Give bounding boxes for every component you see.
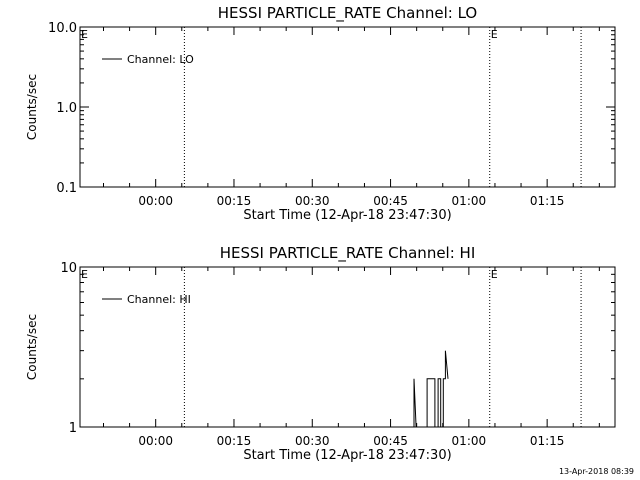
legend-label: Channel: LO xyxy=(127,53,194,66)
y-tick-label: 1 xyxy=(69,421,77,436)
y-axis-label: Counts/sec xyxy=(25,314,39,380)
y-tick-label: 10.0 xyxy=(48,21,77,36)
x-tick-label: 00:00 xyxy=(138,194,173,208)
generation-timestamp: 13-Apr-2018 08:39 xyxy=(558,467,634,476)
event-marker: E xyxy=(491,28,498,41)
y-axis-label: Counts/sec xyxy=(25,74,39,140)
y-tick-label: 10 xyxy=(60,261,77,276)
chart-title: HESSI PARTICLE_RATE Channel: HI xyxy=(220,244,476,263)
x-tick-label: 01:15 xyxy=(530,194,565,208)
plot-frame xyxy=(79,266,616,428)
x-tick-label: 00:45 xyxy=(373,434,408,448)
series-line xyxy=(413,350,449,428)
event-marker: E xyxy=(81,28,88,41)
x-tick-label: 00:15 xyxy=(217,434,252,448)
x-tick-label: 01:00 xyxy=(452,194,487,208)
x-tick-label: 01:00 xyxy=(452,434,487,448)
x-axis-label: Start Time (12-Apr-18 23:47:30) xyxy=(243,448,451,463)
x-axis-label: Start Time (12-Apr-18 23:47:30) xyxy=(243,208,451,223)
y-tick-label: 1.0 xyxy=(56,101,77,116)
x-tick-label: 00:45 xyxy=(373,194,408,208)
x-tick-label: 00:15 xyxy=(217,194,252,208)
event-marker: E xyxy=(81,268,88,281)
y-tick-label: 0.1 xyxy=(56,181,77,196)
x-tick-label: 00:00 xyxy=(138,434,173,448)
x-tick-label: 00:30 xyxy=(295,194,330,208)
x-tick-label: 00:30 xyxy=(295,434,330,448)
legend-label: Channel: HI xyxy=(127,293,191,306)
event-marker: E xyxy=(491,268,498,281)
chart-title: HESSI PARTICLE_RATE Channel: LO xyxy=(218,4,477,23)
chart-panel-2: HESSI PARTICLE_RATE Channel: HI Counts/se… xyxy=(25,244,616,463)
x-tick-label: 01:15 xyxy=(530,434,565,448)
chart-panel-1: HESSI PARTICLE_RATE Channel: LO Counts/se… xyxy=(25,4,616,223)
